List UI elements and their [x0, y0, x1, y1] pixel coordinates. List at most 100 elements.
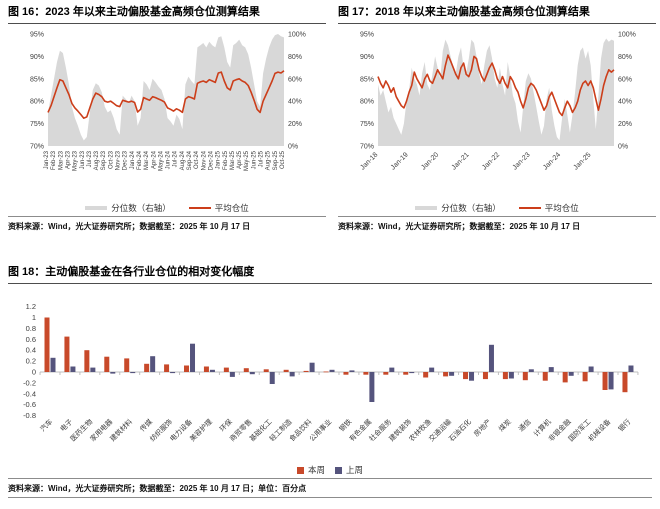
right-axis-tick: 20% [618, 121, 632, 128]
bar-this-week [64, 336, 70, 372]
last-week-legend-label: 上周 [346, 465, 364, 475]
x-axis-tick: May-25 [244, 150, 250, 171]
bar-this-week [104, 356, 110, 372]
percentile-area [48, 34, 284, 146]
figure17-source: 资料来源：Wind，光大证券研究所；数据截至：2025 年 10 月 17 日 [338, 216, 656, 235]
figure17-chart: 95% 90% 85% 80% 75% 70% 100% 80% 60% 40% 20% 0% Jan-… [359, 32, 636, 172]
left-axis-tick: 75% [360, 121, 374, 128]
bar-this-week [423, 372, 429, 378]
bar-this-week [303, 370, 309, 372]
industry-label: 银行 [616, 417, 632, 433]
average-position-line [377, 54, 615, 117]
bar-last-week [110, 372, 116, 374]
figure16-panel: 图 16：2023 年以来主动偏股基金高频仓位测算结果 95% 90% 85% 80%… [8, 4, 326, 235]
x-axis-tick: Jan-19 [390, 151, 410, 171]
bar-y-axis-tick: 0.4 [26, 346, 36, 355]
bar-this-week [184, 365, 190, 372]
x-axis-tick: Sep-24 [187, 150, 193, 170]
bar-this-week [44, 317, 50, 372]
x-axis-tick: Jan-23 [512, 151, 532, 171]
bar-last-week [170, 372, 176, 374]
average-line-swatch-icon [188, 207, 211, 209]
bar-y-axis-tick: 0.2 [26, 357, 36, 366]
bar-last-week [488, 344, 494, 373]
bar-this-week [223, 367, 229, 372]
bar-this-week [562, 372, 568, 383]
right-axis-tick: 0% [288, 144, 298, 151]
figure16-legend: 分位数（右轴） 平均仓位 [8, 202, 326, 214]
x-axis-tick: Jun-25 [251, 150, 257, 169]
figure16-title: 图 16：2023 年以来主动偏股基金高频仓位测算结果 [8, 4, 326, 24]
left-axis-tick: 85% [360, 76, 374, 83]
bar-y-axis-tick: -0.4 [23, 389, 36, 398]
x-axis-tick: Nov-24 [201, 150, 207, 170]
bar-this-week [203, 366, 209, 372]
x-axis-tick: Apr-25 [237, 150, 243, 169]
bar-y-axis-tick: 0.6 [26, 335, 36, 344]
figure16-source: 资料来源：Wind，光大证券研究所；数据截至：2025 年 10 月 17 日 [8, 216, 326, 235]
x-axis-tick: Jan-18 [359, 151, 379, 171]
industry-label: 钢铁 [337, 417, 353, 433]
legend-item-percentile: 分位数（右轴） [85, 202, 171, 214]
bar-last-week [409, 372, 415, 374]
bar-y-axis-tick: -0.8 [23, 411, 36, 420]
average-line-swatch-icon [518, 207, 541, 209]
percentile-legend-label: 分位数（右轴） [441, 203, 501, 213]
bar-last-week [130, 372, 136, 374]
bar-last-week [588, 366, 594, 372]
x-axis-tick: Jul-25 [259, 150, 265, 167]
bar-last-week [389, 367, 395, 372]
bar-last-week [309, 362, 315, 372]
bar-y-axis-tick: 1.2 [26, 302, 36, 311]
industry-label: 机械设备 [586, 417, 612, 443]
left-axis-tick: 95% [30, 32, 44, 39]
x-axis-tick: Sep-25 [273, 150, 279, 170]
bar-this-week [343, 372, 349, 375]
industry-label: 通信 [516, 417, 532, 433]
percentile-area [378, 38, 614, 146]
industry-label: 石油石化 [447, 417, 473, 443]
bar-this-week [84, 350, 90, 372]
x-axis-tick: Jan-24 [130, 150, 136, 169]
bar-last-week [269, 372, 275, 384]
bar-this-week [363, 372, 369, 375]
bar-last-week [449, 372, 455, 376]
bar-last-week [229, 372, 235, 377]
x-axis-tick: Oct-23 [108, 150, 114, 169]
x-axis-tick: Jan-22 [481, 151, 501, 171]
x-axis-tick: Jan-25 [216, 150, 222, 169]
x-axis-tick: Apr-23 [66, 150, 72, 169]
left-axis-tick: 85% [30, 76, 44, 83]
bar-last-week [608, 372, 614, 390]
this-week-swatch-icon [296, 466, 304, 474]
bar-this-week [482, 372, 488, 380]
industry-label: 建筑材料 [108, 417, 134, 443]
this-week-legend-label: 本周 [307, 465, 325, 475]
left-axis-tick: 90% [30, 54, 44, 61]
x-axis-tick: Dec-24 [209, 150, 215, 170]
right-axis-tick: 40% [618, 99, 632, 106]
x-axis-tick: Oct-24 [194, 150, 200, 169]
x-axis-tick: Nov-23 [116, 150, 122, 170]
right-axis-tick: 60% [288, 76, 302, 83]
industry-label: 公用事业 [307, 417, 333, 443]
bar-last-week [190, 343, 196, 372]
bar-last-week [50, 357, 56, 372]
bar-last-week [90, 367, 96, 372]
bar-last-week [70, 366, 76, 372]
x-axis-tick: Aug-23 [94, 150, 100, 170]
figure17-panel: 图 17：2018 年以来主动偏股基金高频仓位测算结果 95% 90% 85% 80%… [338, 4, 656, 235]
x-axis-tick: Mar-23 [58, 150, 64, 170]
average-position-line [47, 70, 285, 119]
x-axis-tick: Jul-23 [87, 150, 93, 167]
bar-y-axis-tick: -0.6 [23, 400, 36, 409]
x-axis-tick: Sep-23 [101, 150, 107, 170]
bar-last-week [329, 369, 335, 372]
x-axis-tick: Mar-25 [230, 150, 236, 170]
bar-last-week [289, 372, 295, 377]
x-axis-tick: Jan-25 [572, 151, 592, 171]
x-axis-tick: Jun-24 [166, 150, 172, 169]
bar-this-week [622, 372, 628, 393]
average-legend-label: 平均仓位 [544, 203, 579, 213]
bar-this-week [522, 372, 528, 381]
